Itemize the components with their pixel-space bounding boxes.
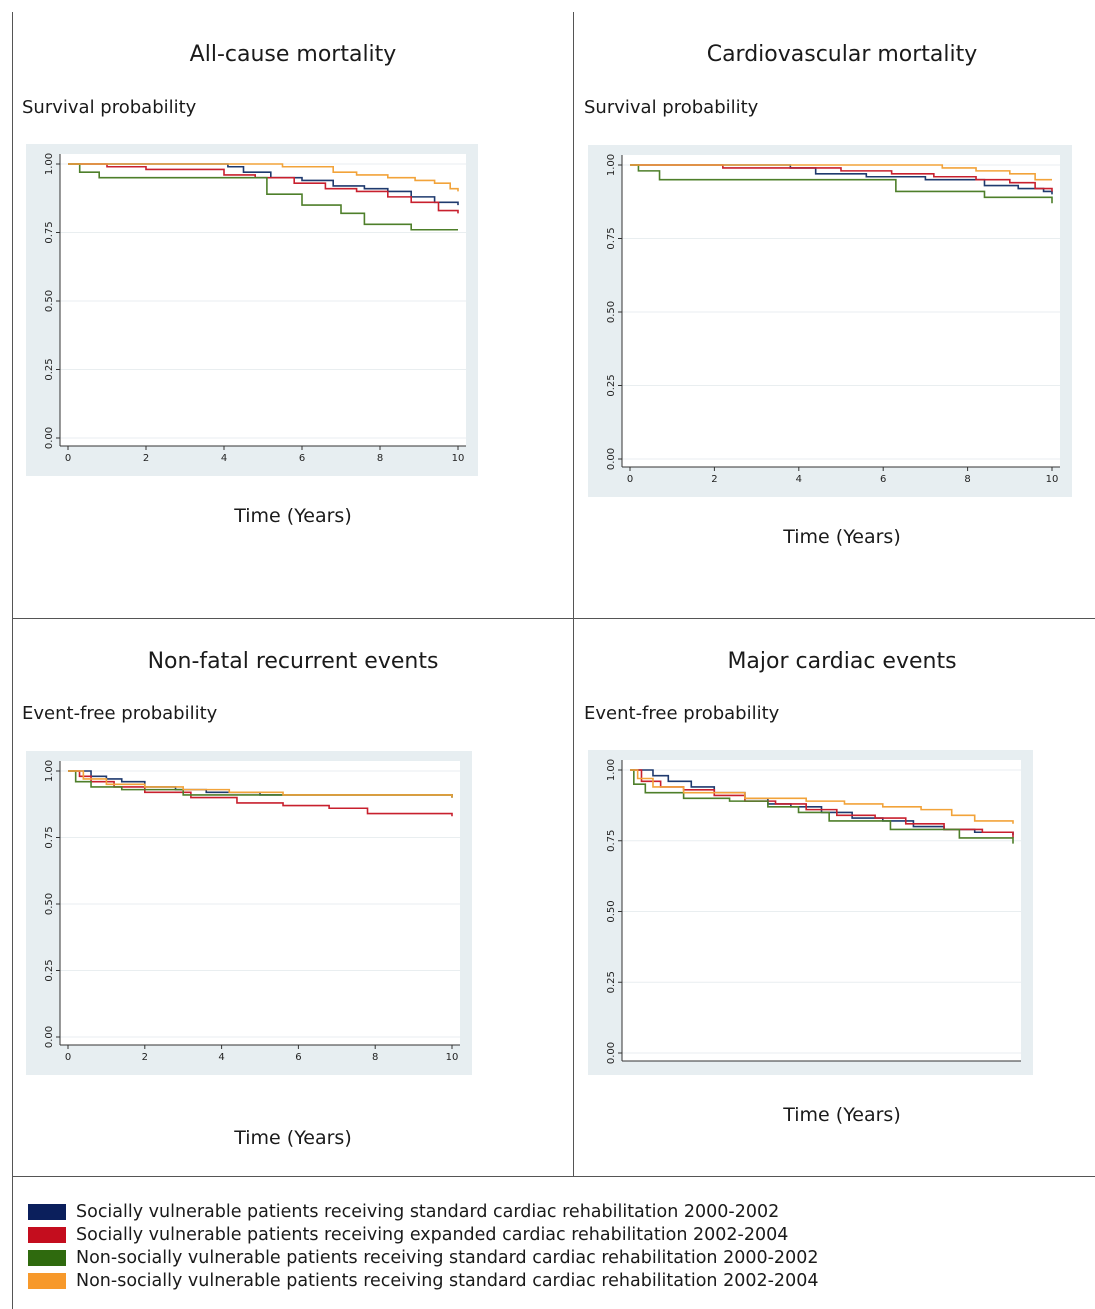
- y-tick-label: 0.75: [44, 826, 55, 848]
- km-plot-all-cause: 0.00 0.25 0.50 0.75 1.00 0 2 4 6 8 10: [26, 144, 478, 476]
- chart-svg: 0.00 0.25 0.50 0.75 1.00 0 2 4 6 8 10: [606, 154, 1060, 485]
- legend-swatch: [28, 1203, 66, 1220]
- chart-svg: 0.00 0.25 0.50 0.75 1.00 0 2 4 6 8 10: [44, 153, 466, 464]
- legend-label: Socially vulnerable patients receiving s…: [76, 1201, 780, 1222]
- x-tick-label: 10: [452, 453, 465, 464]
- x-axis-label: Time (Years): [783, 1104, 901, 1126]
- plot-area: [622, 760, 1021, 1061]
- x-tick-label: 0: [65, 1052, 71, 1063]
- y-tick-label: 0.25: [44, 358, 55, 380]
- y-axis-label: Survival probability: [584, 97, 759, 118]
- center-divider: [573, 12, 574, 1176]
- y-tick-label: 0.75: [606, 830, 617, 852]
- x-tick-label: 4: [218, 1052, 224, 1063]
- y-axis-label: Event-free probability: [22, 703, 218, 724]
- survival-curve: [68, 163, 459, 214]
- panel-title: Cardiovascular mortality: [706, 42, 978, 67]
- x-tick-label: 2: [142, 1052, 148, 1063]
- legend-item: Socially vulnerable patients receiving s…: [28, 1200, 818, 1223]
- legend: Socially vulnerable patients receiving s…: [28, 1200, 818, 1292]
- y-tick-label: 0.75: [606, 227, 617, 249]
- survival-curve: [630, 769, 1014, 824]
- survival-curve: [630, 164, 1053, 204]
- panel-title: Major cardiac events: [727, 649, 957, 674]
- y-tick-label: 1.00: [44, 760, 55, 782]
- y-axis-label: Survival probability: [22, 97, 197, 118]
- x-tick-label: 6: [299, 453, 305, 464]
- y-tick-label: 1.00: [606, 759, 617, 781]
- y-tick-label: 0.00: [606, 1042, 617, 1064]
- survival-curve: [630, 164, 1052, 181]
- x-axis-label: Time (Years): [234, 1127, 352, 1149]
- x-tick-label: 4: [796, 474, 802, 485]
- x-tick-label: 2: [143, 453, 149, 464]
- km-plot-non-fatal: 0.00 0.25 0.50 0.75 1.00 0 2 4 6 8 10: [26, 751, 472, 1075]
- panel-title: Non-fatal recurrent events: [147, 649, 439, 674]
- x-tick-label: 4: [221, 453, 227, 464]
- x-tick-label: 6: [880, 474, 886, 485]
- survival-curve: [68, 770, 453, 798]
- y-tick-label: 1.00: [606, 154, 617, 176]
- legend-swatch: [28, 1249, 66, 1266]
- survival-curve: [630, 769, 1014, 844]
- panel-title: All-cause mortality: [189, 42, 397, 67]
- survival-curve: [68, 163, 458, 231]
- y-tick-label: 0.50: [44, 893, 55, 915]
- legend-swatch: [28, 1226, 66, 1243]
- legend-item: Non-socially vulnerable patients receivi…: [28, 1269, 818, 1292]
- km-plot-cardiovascular: 0.00 0.25 0.50 0.75 1.00 0 2 4 6 8 10: [588, 145, 1072, 497]
- y-tick-label: 0.00: [44, 1026, 55, 1048]
- x-tick-label: 8: [964, 474, 970, 485]
- survival-curve: [630, 164, 1053, 192]
- survival-curve: [68, 163, 459, 206]
- legend-swatch: [28, 1272, 66, 1289]
- x-tick-label: 2: [711, 474, 717, 485]
- plot-area: [60, 154, 466, 446]
- x-tick-label: 10: [1046, 474, 1059, 485]
- x-tick-label: 10: [446, 1052, 459, 1063]
- x-tick-label: 0: [65, 453, 71, 464]
- x-tick-label: 8: [377, 453, 383, 464]
- km-plot-major-cardiac: 0.00 0.25 0.50 0.75 1.00: [588, 750, 1033, 1075]
- y-tick-label: 0.75: [44, 221, 55, 243]
- y-tick-label: 0.25: [44, 959, 55, 981]
- x-tick-label: 0: [627, 474, 633, 485]
- y-tick-label: 0.00: [606, 448, 617, 470]
- y-axis-label: Event-free probability: [584, 703, 780, 724]
- y-tick-label: 0.50: [44, 290, 55, 312]
- x-axis-label: Time (Years): [234, 505, 352, 527]
- y-tick-label: 0.25: [606, 374, 617, 396]
- x-axis-label: Time (Years): [783, 526, 901, 548]
- y-tick-label: 0.00: [44, 427, 55, 449]
- left-border: [12, 12, 13, 1309]
- y-tick-label: 0.25: [606, 971, 617, 993]
- legend-label: Socially vulnerable patients receiving e…: [76, 1224, 789, 1245]
- x-tick-label: 8: [372, 1052, 378, 1063]
- chart-svg: 0.00 0.25 0.50 0.75 1.00 0 2 4 6 8 10: [44, 760, 460, 1063]
- middle-divider: [12, 618, 1095, 619]
- y-tick-label: 1.00: [44, 153, 55, 175]
- survival-curve: [68, 770, 453, 798]
- x-tick-label: 6: [295, 1052, 301, 1063]
- plot-area: [60, 761, 460, 1045]
- legend-item: Socially vulnerable patients receiving e…: [28, 1223, 818, 1246]
- survival-curve: [68, 770, 453, 817]
- legend-label: Non-socially vulnerable patients receivi…: [76, 1270, 819, 1291]
- y-tick-label: 0.50: [606, 301, 617, 323]
- chart-svg: 0.00 0.25 0.50 0.75 1.00: [606, 759, 1021, 1064]
- legend-item: Non-socially vulnerable patients receivi…: [28, 1246, 818, 1269]
- survival-curve: [68, 163, 459, 192]
- y-tick-label: 0.50: [606, 900, 617, 922]
- legend-label: Non-socially vulnerable patients receivi…: [76, 1247, 819, 1268]
- bottom-divider: [12, 1176, 1095, 1177]
- plot-area: [622, 155, 1060, 467]
